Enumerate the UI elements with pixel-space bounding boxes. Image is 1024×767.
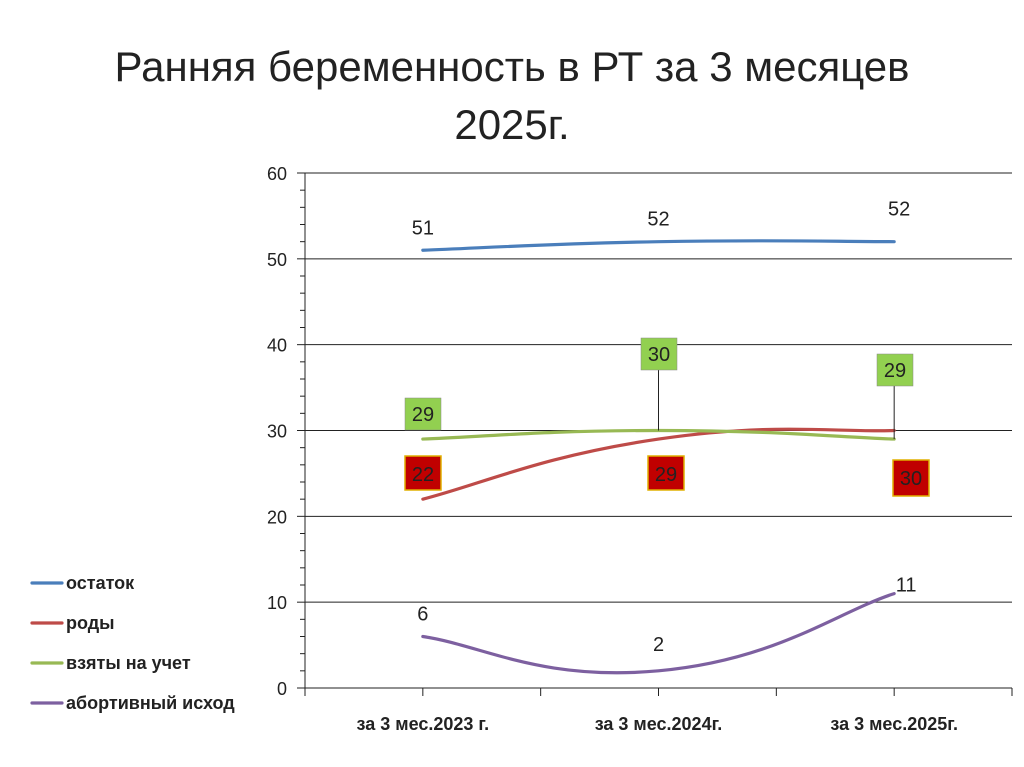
legend-label: взяты на учет — [66, 653, 191, 673]
data-label: 29 — [412, 404, 434, 426]
x-category-label: за 3 мес.2025г. — [830, 714, 958, 734]
data-label: 22 — [412, 464, 434, 486]
data-label: 29 — [655, 464, 677, 486]
data-label: 51 — [412, 217, 434, 239]
data-label-box — [404, 397, 442, 431]
legend-label: остаток — [66, 573, 135, 593]
chart-title: Ранняя беременность в РТ за 3 месяцев 20… — [0, 38, 1024, 154]
data-label-box — [404, 455, 442, 491]
x-category-label: за 3 мес.2024г. — [595, 714, 723, 734]
legend-label: абортивный исход — [66, 693, 235, 713]
data-label: 30 — [900, 468, 922, 490]
data-label-box — [640, 337, 678, 371]
data-label-box — [647, 455, 685, 491]
series-line-0 — [421, 239, 896, 252]
y-tick-label: 20 — [267, 507, 287, 527]
data-label: 11 — [896, 575, 917, 597]
y-tick-label: 30 — [267, 422, 287, 442]
data-label: 30 — [648, 344, 670, 366]
data-label-box — [876, 353, 914, 387]
data-label: 52 — [647, 209, 669, 231]
y-tick-label: 0 — [277, 679, 287, 699]
y-tick-label: 60 — [267, 164, 287, 184]
x-category-label: за 3 мес.2023 г. — [357, 714, 490, 734]
y-tick-label: 40 — [267, 336, 287, 356]
legend-label: роды — [66, 613, 115, 633]
data-label-box — [892, 459, 930, 497]
y-tick-label: 10 — [267, 593, 287, 613]
data-label: 2 — [653, 634, 664, 656]
data-label: 6 — [417, 604, 428, 626]
data-label: 52 — [888, 199, 910, 221]
data-label: 29 — [884, 360, 906, 382]
series-line-3 — [421, 591, 896, 675]
chart-title-line2: 2025г. — [454, 101, 570, 148]
series-line-1 — [421, 427, 896, 501]
chart-title-line1: Ранняя беременность в РТ за 3 месяцев — [114, 43, 910, 90]
y-tick-label: 50 — [267, 250, 287, 270]
